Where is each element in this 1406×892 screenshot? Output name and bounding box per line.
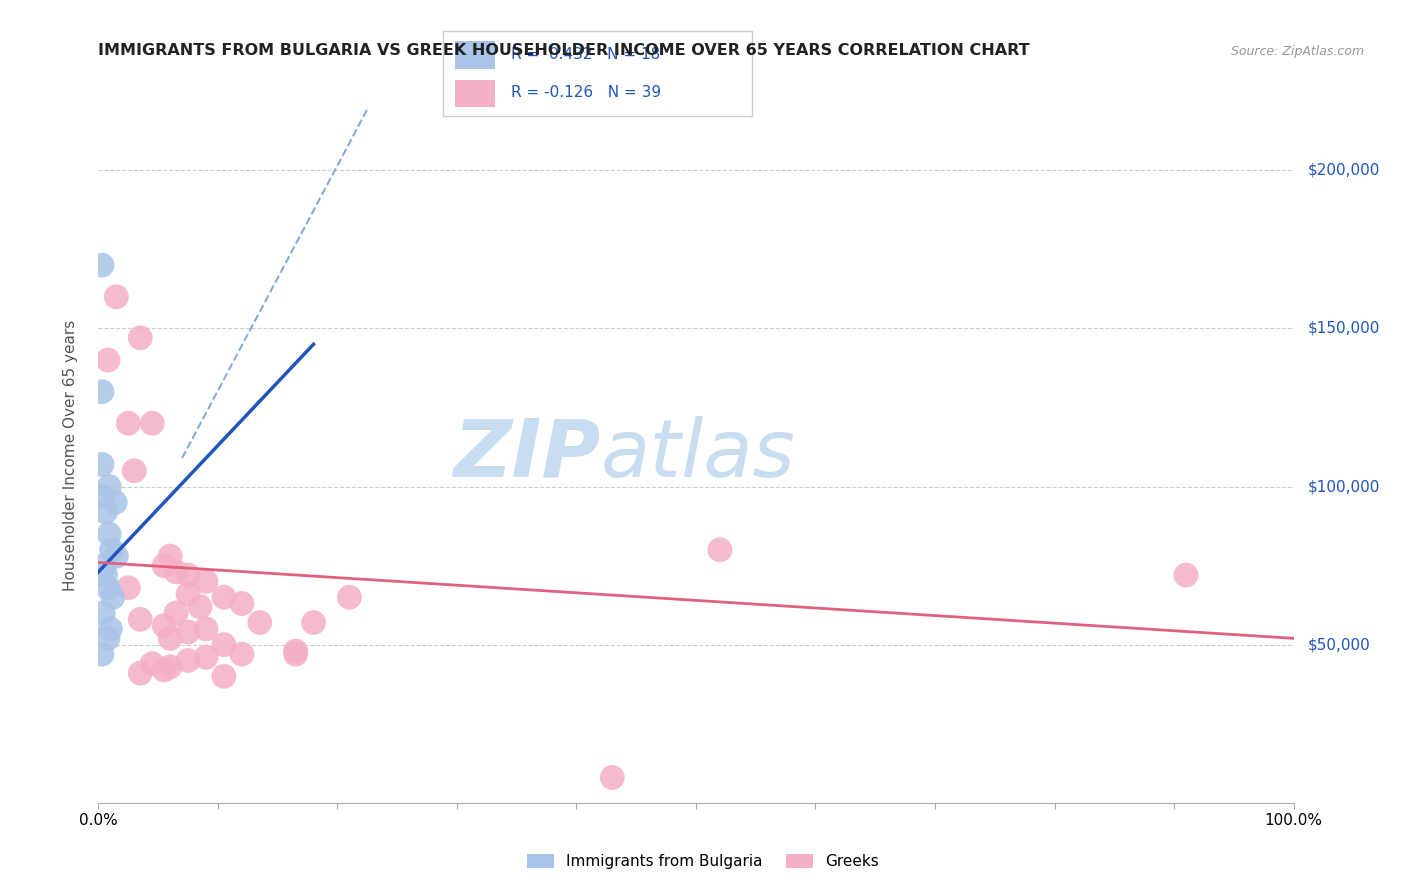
Text: $200,000: $200,000 xyxy=(1308,163,1379,178)
Point xyxy=(159,632,181,646)
Point xyxy=(91,458,114,472)
Text: $150,000: $150,000 xyxy=(1308,321,1379,336)
Point xyxy=(177,625,200,640)
Point xyxy=(212,638,235,652)
Point xyxy=(153,663,176,677)
Text: R =  0.432   N = 18: R = 0.432 N = 18 xyxy=(510,47,661,62)
Point xyxy=(212,669,235,683)
Y-axis label: Householder Income Over 65 years: Householder Income Over 65 years xyxy=(63,319,77,591)
Point xyxy=(600,771,623,785)
Point xyxy=(141,417,163,431)
Point xyxy=(153,618,176,632)
Point xyxy=(94,505,117,519)
Point xyxy=(1175,568,1198,582)
Point xyxy=(337,591,360,605)
Point xyxy=(94,568,117,582)
Point xyxy=(91,606,114,620)
Point xyxy=(91,384,114,399)
Point xyxy=(159,549,181,563)
Point xyxy=(249,615,271,630)
Point xyxy=(100,542,122,557)
Point xyxy=(98,622,122,636)
Point xyxy=(105,290,128,304)
Point xyxy=(159,660,181,674)
Point xyxy=(129,612,152,626)
Point xyxy=(91,489,114,503)
Text: $50,000: $50,000 xyxy=(1308,637,1371,652)
Point xyxy=(194,622,217,636)
Point xyxy=(91,647,114,661)
Point xyxy=(709,542,731,557)
Legend: Immigrants from Bulgaria, Greeks: Immigrants from Bulgaria, Greeks xyxy=(520,848,886,875)
Point xyxy=(153,558,176,573)
Point xyxy=(194,574,217,589)
Text: R = -0.126   N = 39: R = -0.126 N = 39 xyxy=(510,85,661,100)
Point xyxy=(194,650,217,665)
Point xyxy=(231,597,253,611)
Point xyxy=(177,568,200,582)
Point xyxy=(188,599,211,614)
Point xyxy=(284,647,307,661)
Point xyxy=(97,353,120,368)
Point xyxy=(231,647,253,661)
FancyBboxPatch shape xyxy=(443,31,752,116)
Point xyxy=(93,558,115,573)
Point xyxy=(165,606,187,620)
Text: IMMIGRANTS FROM BULGARIA VS GREEK HOUSEHOLDER INCOME OVER 65 YEARS CORRELATION C: IMMIGRANTS FROM BULGARIA VS GREEK HOUSEH… xyxy=(98,43,1031,58)
Point xyxy=(97,581,120,595)
Point xyxy=(284,644,307,658)
Bar xyxy=(456,79,495,108)
Point xyxy=(302,615,325,630)
Point xyxy=(129,666,152,681)
Point xyxy=(141,657,163,671)
Point xyxy=(98,527,121,541)
Point xyxy=(98,479,121,493)
Point xyxy=(105,549,128,563)
Text: Source: ZipAtlas.com: Source: ZipAtlas.com xyxy=(1230,45,1364,58)
Point xyxy=(124,464,146,478)
Text: $100,000: $100,000 xyxy=(1308,479,1379,494)
Point xyxy=(104,495,127,509)
Text: ZIP: ZIP xyxy=(453,416,600,494)
Bar xyxy=(456,40,495,69)
Point xyxy=(117,417,139,431)
Text: atlas: atlas xyxy=(600,416,796,494)
Point xyxy=(101,591,124,605)
Point xyxy=(177,587,200,601)
Point xyxy=(212,591,235,605)
Point xyxy=(91,258,114,272)
Point xyxy=(177,653,200,667)
Point xyxy=(117,581,139,595)
Point xyxy=(129,331,152,345)
Point xyxy=(97,632,120,646)
Point xyxy=(165,565,187,579)
